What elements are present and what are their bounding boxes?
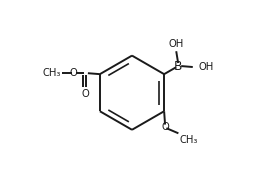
Text: OH: OH: [169, 39, 184, 49]
Text: OH: OH: [198, 62, 213, 72]
Text: O: O: [161, 122, 169, 132]
Text: B: B: [174, 60, 182, 73]
Text: O: O: [82, 89, 89, 99]
Text: O: O: [69, 68, 77, 78]
Text: CH₃: CH₃: [43, 68, 61, 78]
Text: CH₃: CH₃: [179, 135, 198, 145]
